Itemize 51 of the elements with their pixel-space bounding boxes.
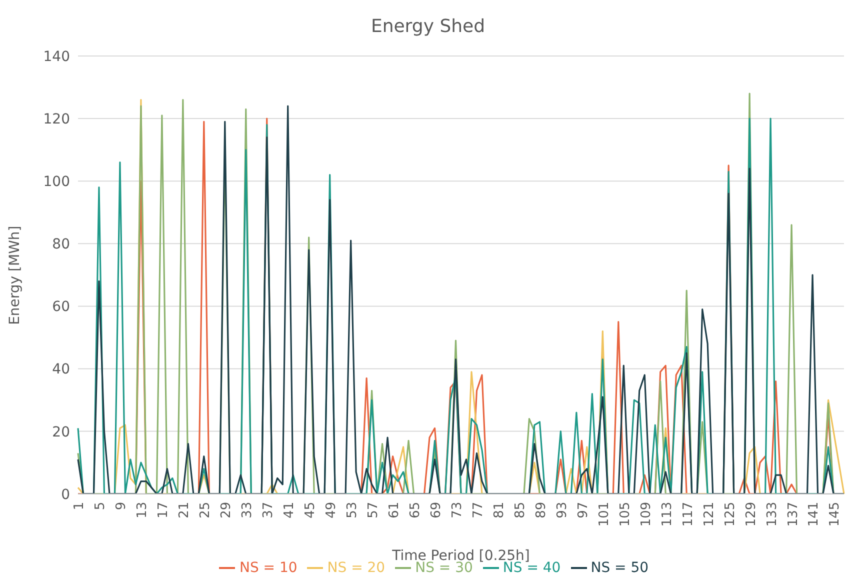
x-tick-label: 113 — [660, 502, 675, 527]
x-tick-label: 129 — [744, 502, 759, 527]
legend-label: NS = 50 — [590, 560, 649, 576]
x-tick-label: 1 — [72, 502, 88, 510]
x-tick-label: 21 — [177, 502, 192, 518]
x-tick-label: 73 — [450, 502, 465, 518]
x-tick-label: 61 — [387, 502, 402, 518]
x-tick-label: 117 — [680, 502, 696, 527]
x-tick-label: 33 — [240, 502, 256, 518]
chart-title: Energy Shed — [370, 16, 486, 37]
y-tick-label: 120 — [43, 112, 70, 128]
x-tick-label: 53 — [345, 502, 360, 518]
x-tick-label: 109 — [638, 502, 654, 527]
y-axis-title: Energy [MWh] — [6, 226, 23, 325]
x-tick-label: 57 — [366, 502, 382, 518]
y-tick-label: 80 — [52, 236, 70, 253]
y-tick-label: 140 — [43, 48, 70, 65]
x-tick-label: 45 — [303, 502, 318, 518]
x-tick-label: 145 — [828, 502, 843, 527]
x-tick-label: 77 — [470, 502, 486, 518]
x-tick-label: 65 — [408, 502, 424, 518]
x-tick-label: 141 — [806, 502, 822, 527]
y-tick-label: 60 — [52, 299, 70, 316]
x-tick-label: 93 — [554, 502, 570, 518]
x-tick-label: 5 — [93, 502, 108, 510]
x-tick-label: 37 — [261, 502, 276, 518]
x-tick-label: 69 — [428, 502, 444, 518]
x-tick-label: 105 — [618, 502, 633, 527]
x-tick-label: 97 — [576, 502, 591, 518]
x-tick-label: 41 — [282, 502, 298, 518]
x-tick-label: 89 — [534, 502, 549, 518]
x-tick-label: 29 — [219, 502, 234, 518]
x-tick-label: 9 — [114, 502, 130, 510]
x-tick-label: 49 — [324, 502, 340, 518]
x-tick-label: 81 — [492, 502, 507, 518]
legend-label: NS = 20 — [327, 560, 386, 576]
x-tick-label: 13 — [135, 502, 150, 518]
y-tick-label: 20 — [52, 424, 70, 440]
x-tick-label: 121 — [702, 502, 717, 527]
x-tick-label: 137 — [786, 502, 801, 527]
x-tick-label: 85 — [512, 502, 528, 518]
x-tick-label: 101 — [596, 502, 612, 527]
x-tick-label: 125 — [722, 502, 738, 527]
y-tick-label: 100 — [43, 174, 70, 190]
legend-label: NS = 30 — [415, 560, 473, 576]
x-tick-label: 25 — [198, 502, 214, 518]
y-tick-label: 0 — [61, 486, 70, 503]
legend-label: NS = 10 — [239, 560, 298, 576]
x-tick-label: 17 — [156, 502, 172, 518]
y-tick-label: 40 — [52, 362, 70, 378]
x-tick-label: 133 — [764, 502, 780, 527]
